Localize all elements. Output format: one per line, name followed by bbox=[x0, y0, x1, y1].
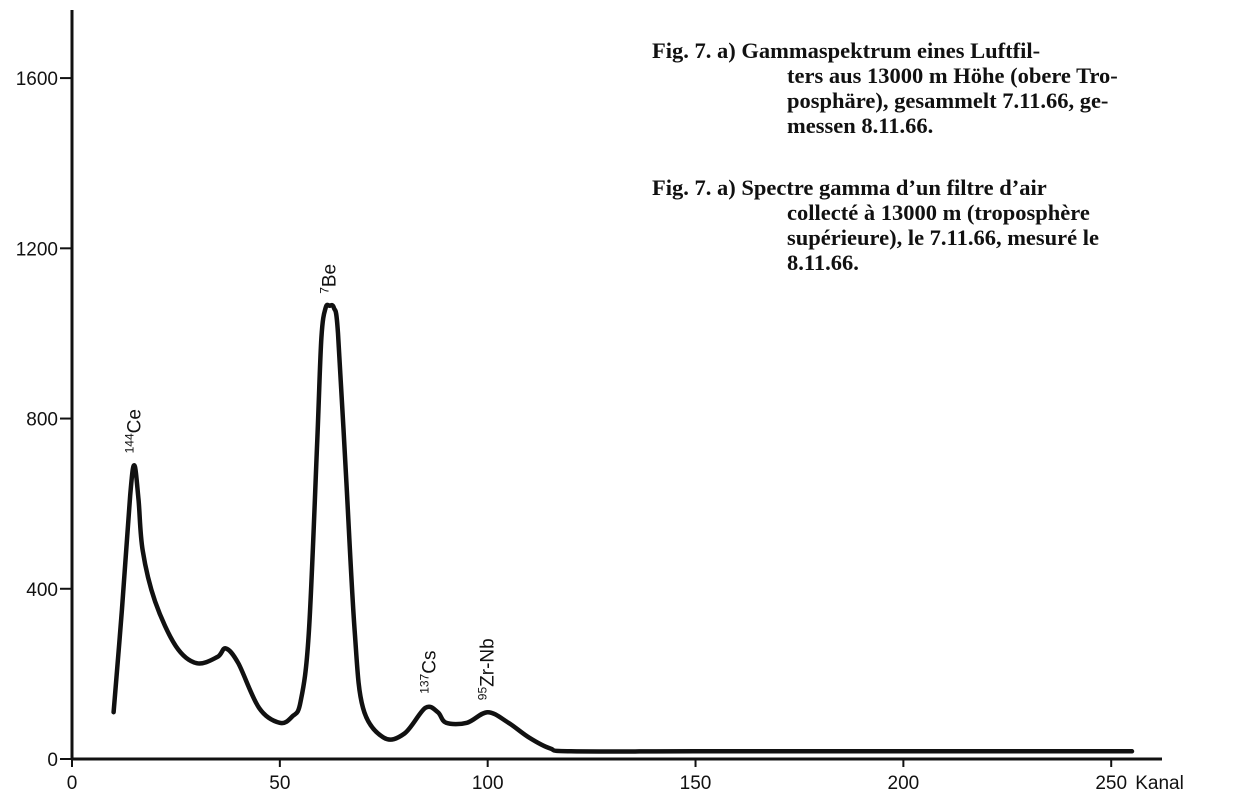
x-tick-label: 250 bbox=[1095, 773, 1127, 794]
axes bbox=[70, 10, 1162, 761]
caption-german: Fig. 7. a) Gammaspektrum eines Luftfil- … bbox=[652, 38, 1212, 138]
x-tick-label: 0 bbox=[67, 773, 78, 794]
x-tick-label: 200 bbox=[888, 773, 920, 794]
peak-label: 95Zr-Nb bbox=[476, 638, 499, 700]
peak-label: 144Ce bbox=[122, 409, 145, 453]
y-tick-label: 0 bbox=[47, 750, 58, 771]
y-tick-label: 1200 bbox=[16, 239, 58, 260]
caption-french-line-1: Fig. 7. a) Spectre gamma d’un filtre d’a… bbox=[652, 175, 1047, 200]
peak-label: 7Be bbox=[318, 264, 341, 294]
caption-german-line-1: Fig. 7. a) Gammaspektrum eines Luftfil- bbox=[652, 38, 1041, 63]
peak-label-mass: 7 bbox=[318, 287, 332, 294]
caption-german-line-4: messen 8.11.66. bbox=[787, 113, 934, 138]
caption-french-line-3: supérieure), le 7.11.66, mesuré le bbox=[787, 225, 1100, 250]
series-layer bbox=[111, 302, 1135, 754]
x-tick-label: 100 bbox=[472, 773, 504, 794]
axis-ticks: 0 50 100 150 200 250 Kanal 0 400 800 1200 1600 bbox=[16, 69, 1184, 794]
caption-french: Fig. 7. a) Spectre gamma d’un filtre d’a… bbox=[652, 175, 1212, 275]
y-tick-label: 1600 bbox=[16, 69, 58, 90]
peak-label-mass: 137 bbox=[418, 673, 432, 693]
x-axis-label: Kanal bbox=[1135, 773, 1184, 794]
y-tick-label: 400 bbox=[26, 580, 58, 601]
x-tick-label: 150 bbox=[680, 773, 712, 794]
spectrum-line bbox=[111, 302, 1135, 754]
peak-label-mass: 95 bbox=[476, 687, 490, 701]
x-tick-label: 50 bbox=[269, 773, 290, 794]
peak-label: 137Cs bbox=[418, 651, 441, 694]
peak-label-mass: 144 bbox=[122, 433, 136, 453]
y-tick-label: 800 bbox=[26, 410, 58, 431]
caption-french-line-2: collecté à 13000 m (troposphère bbox=[787, 200, 1090, 225]
peak-label-element: Cs bbox=[420, 651, 441, 674]
peak-label-element: Ce bbox=[124, 409, 145, 433]
peak-annotations: 144Ce 7Be 137Cs 95Zr-Nb bbox=[122, 264, 498, 700]
caption-french-line-4: 8.11.66. bbox=[787, 250, 859, 275]
caption-german-line-2: ters aus 13000 m Höhe (obere Tro- bbox=[787, 63, 1118, 88]
caption-german-line-3: posphäre), gesammelt 7.11.66, ge- bbox=[787, 88, 1109, 113]
peak-label-element: Zr-Nb bbox=[478, 638, 499, 687]
peak-label-element: Be bbox=[320, 264, 341, 287]
